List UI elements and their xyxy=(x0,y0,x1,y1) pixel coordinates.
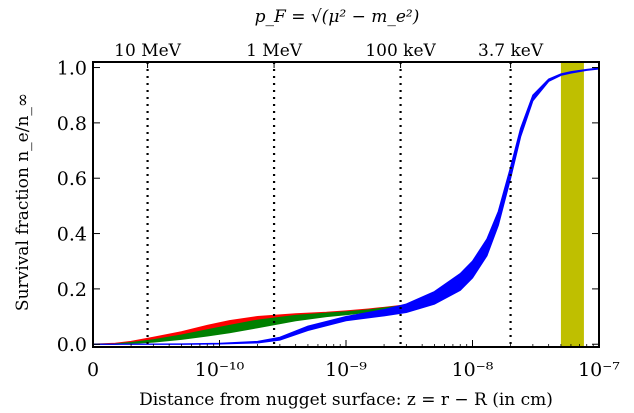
top-tick-label: 3.7 keV xyxy=(478,41,544,61)
y-tick-label: 0.6 xyxy=(57,168,87,190)
highlight-band-layer xyxy=(560,62,584,347)
x-tick-label: 10⁻⁸ xyxy=(452,359,494,381)
highlight-band xyxy=(560,62,584,347)
series-band-2 xyxy=(92,305,402,345)
top-tick-label: 1 MeV xyxy=(246,41,303,61)
y-axis-label: Survival fraction n_e/n_∞ xyxy=(13,93,33,311)
y-tick-label: 0.2 xyxy=(57,279,87,301)
plot-frame xyxy=(92,61,600,348)
x-tick-label: 10⁻⁷ xyxy=(578,359,620,381)
series-band-3 xyxy=(93,67,600,345)
x-tick-label: 10⁻¹⁰ xyxy=(195,359,245,381)
y-tick-label: 1.0 xyxy=(57,58,87,80)
x-tick-label: 0 xyxy=(87,359,99,381)
x-axis-label: Distance from nugget surface: z = r − R … xyxy=(139,390,553,410)
chart-title: p_F = √(μ² − m_e²) xyxy=(255,7,420,27)
x-tick-label: 10⁻⁹ xyxy=(325,359,367,381)
y-tick-label: 0.4 xyxy=(57,224,87,246)
axes-layer: 10 MeV 1 MeV 100 keV 3.7 keV 0.0 0.2 0.4 0.6 0.8… xyxy=(57,41,621,381)
top-tick-label: 10 MeV xyxy=(114,41,182,61)
top-tick-label: 100 keV xyxy=(365,41,436,61)
series-layer xyxy=(92,67,600,345)
energy-marker-layer xyxy=(146,62,512,347)
y-tick-label: 0.8 xyxy=(57,113,87,135)
y-tick-label: 0.0 xyxy=(57,334,87,356)
